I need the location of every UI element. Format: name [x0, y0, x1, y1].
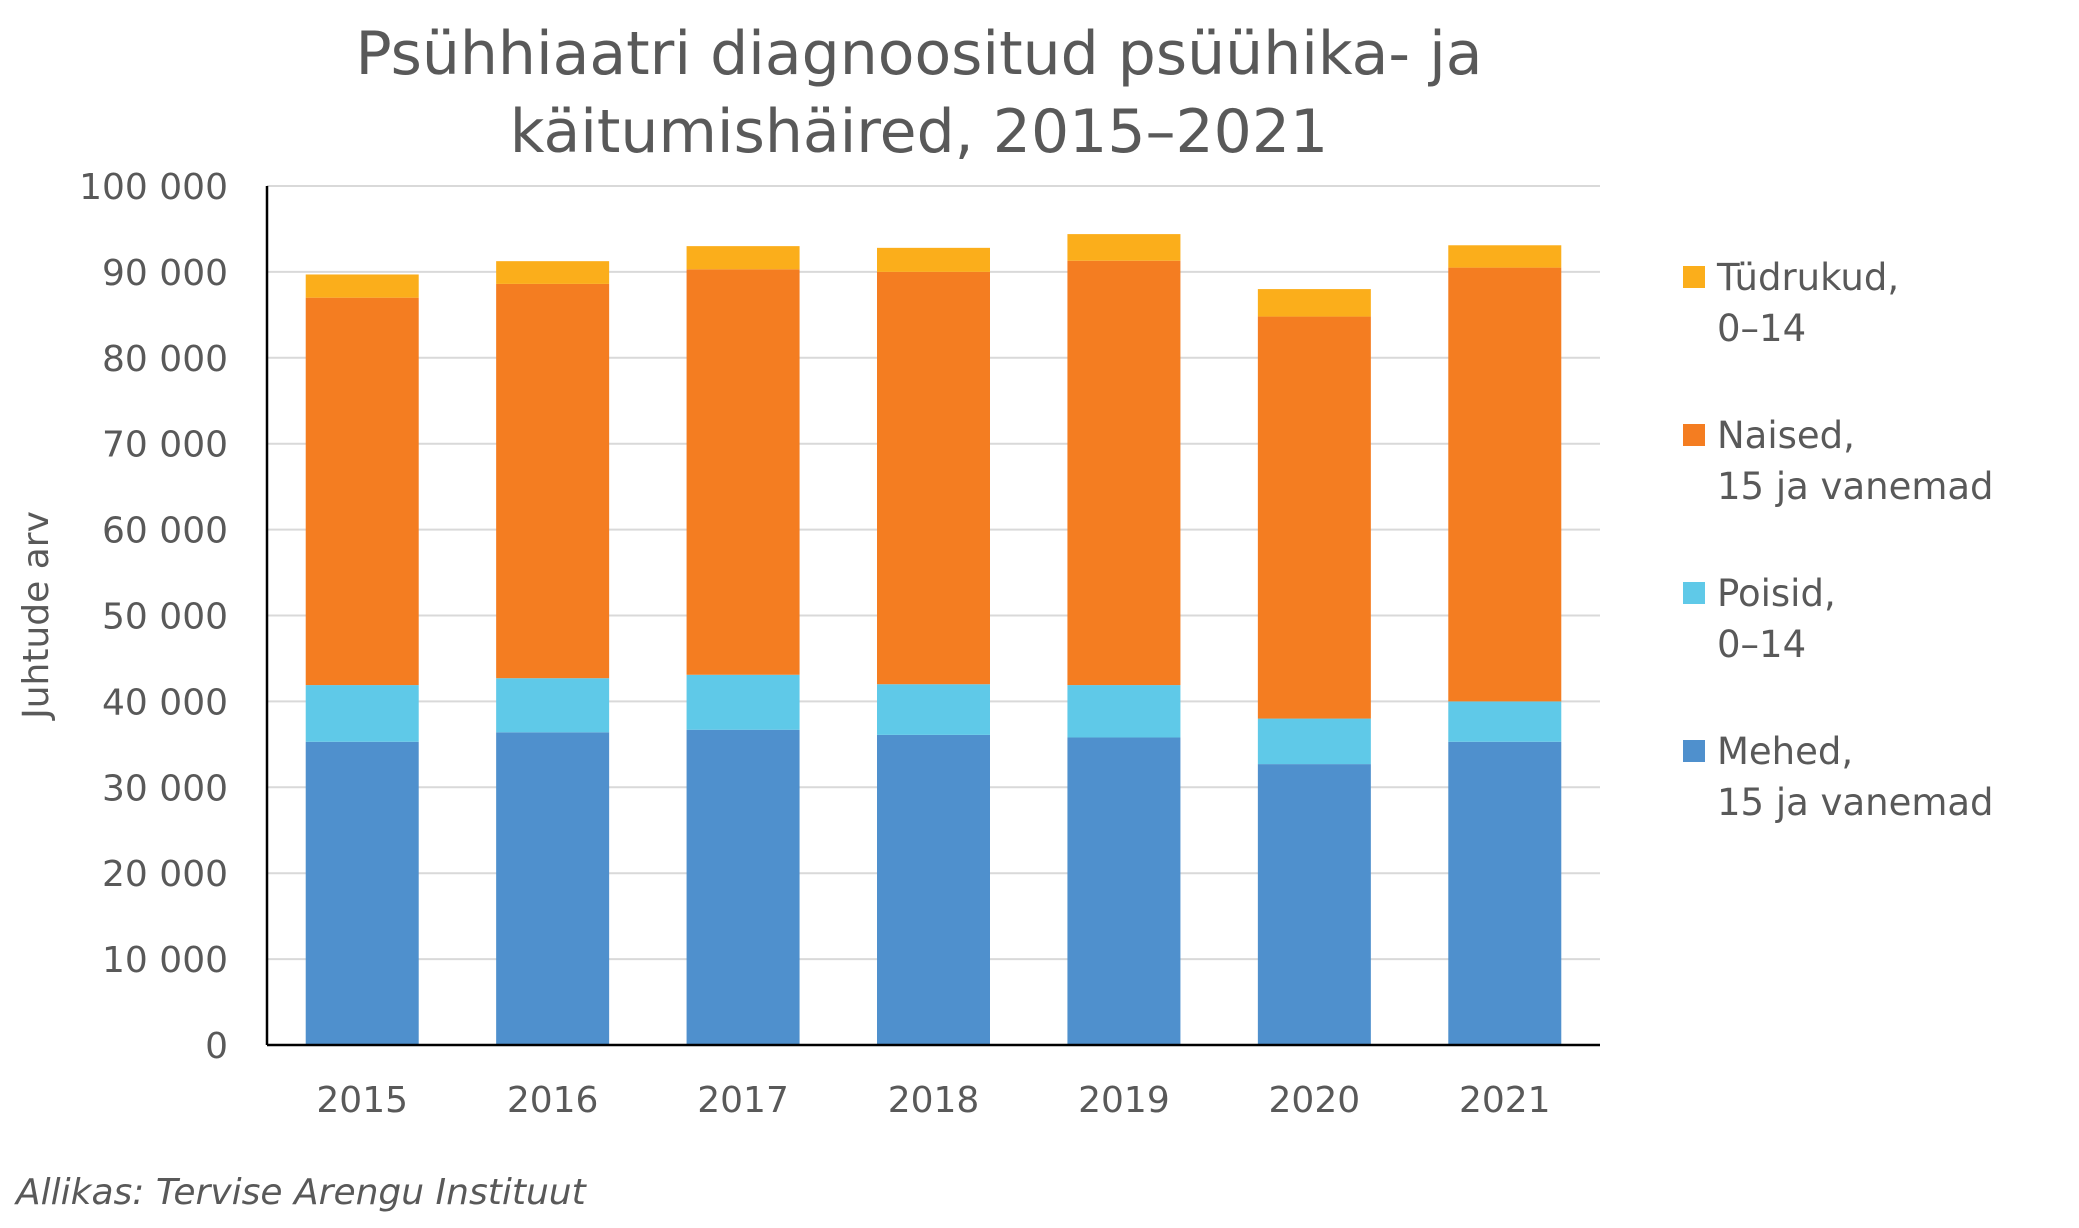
bar-segment-naised-2020	[1257, 316, 1371, 719]
legend-label: 0–14	[1717, 307, 1806, 350]
y-tick-label: 80 000	[102, 339, 228, 380]
x-tick-label: 2016	[507, 1080, 599, 1121]
x-tick-label: 2020	[1269, 1080, 1361, 1121]
legend-swatch	[1683, 266, 1705, 288]
legend-item: Poisid, 0–14	[1683, 572, 1836, 666]
legend-label: 0–14	[1717, 623, 1806, 666]
bar-segment-tüdrukud-2020	[1257, 289, 1371, 317]
legend-swatch	[1683, 424, 1705, 446]
legend-item: Mehed, 15 ja vanemad	[1683, 730, 1994, 824]
y-tick-label: 70 000	[102, 425, 228, 466]
legend-label: Mehed,	[1717, 730, 1853, 773]
y-tick-label: 0	[205, 1026, 228, 1067]
y-tick-label: 10 000	[102, 940, 228, 981]
legend-label: Poisid,	[1717, 572, 1836, 615]
legend-item: Naised, 15 ja vanemad	[1683, 414, 1994, 508]
legend-label: Tüdrukud,	[1716, 256, 1899, 299]
bar-segment-tüdrukud-2017	[686, 246, 800, 270]
bar-segment-poisid-2021	[1448, 701, 1562, 742]
bar-segment-naised-2018	[877, 271, 990, 685]
bar-segment-poisid-2018	[877, 684, 990, 735]
legend-swatch	[1683, 740, 1705, 762]
x-tick-label: 2018	[888, 1080, 980, 1121]
bar-segment-mehed-2018	[877, 734, 990, 1045]
bar-segment-poisid-2016	[496, 678, 610, 733]
legend-label: Naised,	[1717, 414, 1855, 457]
bar-segment-mehed-2015	[305, 741, 419, 1045]
legend-swatch	[1683, 582, 1705, 604]
chart-title-line-2: käitumishäired, 2015–2021	[510, 97, 1328, 167]
source-note: Allikas: Tervise Arengu Instituut	[14, 1172, 588, 1213]
bar-segment-naised-2021	[1448, 267, 1562, 702]
bar-segment-tüdrukud-2019	[1067, 234, 1181, 261]
bar-segment-poisid-2015	[305, 685, 419, 742]
y-tick-label: 20 000	[102, 854, 228, 895]
bar-segment-naised-2017	[686, 269, 800, 675]
x-tick-label: 2019	[1078, 1080, 1170, 1121]
bar-segment-poisid-2019	[1067, 685, 1181, 738]
y-tick-label: 100 000	[79, 167, 228, 208]
y-tick-label: 40 000	[102, 682, 228, 723]
bar-segment-naised-2016	[496, 283, 610, 679]
bar-segment-poisid-2020	[1257, 718, 1371, 765]
legend-label: 15 ja vanemad	[1717, 465, 1994, 508]
bar-segment-naised-2019	[1067, 260, 1181, 686]
bar-segment-tüdrukud-2016	[496, 261, 610, 284]
bar-segment-tüdrukud-2018	[877, 247, 990, 272]
legend-label: 15 ja vanemad	[1717, 781, 1994, 824]
y-tick-label: 90 000	[102, 253, 228, 294]
bar-segment-mehed-2019	[1067, 737, 1181, 1045]
y-tick-label: 30 000	[102, 768, 228, 809]
bar-segment-tüdrukud-2015	[305, 274, 419, 298]
x-tick-label: 2021	[1459, 1080, 1551, 1121]
legend-item: Tüdrukud, 0–14	[1683, 256, 1899, 350]
bar-segment-naised-2015	[305, 297, 419, 686]
bar-segment-mehed-2017	[686, 729, 800, 1045]
bar-segment-mehed-2020	[1257, 764, 1371, 1045]
y-axis-label: Juhtude arv	[16, 511, 57, 721]
bar-segment-mehed-2021	[1448, 741, 1562, 1045]
y-tick-label: 60 000	[102, 511, 228, 552]
bar-segment-poisid-2017	[686, 674, 800, 730]
bar-segment-tüdrukud-2021	[1448, 245, 1562, 268]
x-tick-label: 2015	[316, 1080, 408, 1121]
y-tick-label: 50 000	[102, 597, 228, 638]
chart-title-line-1: Psühhiaatri diagnoositud psüühika- ja	[355, 19, 1482, 89]
bar-segment-mehed-2016	[496, 732, 610, 1045]
x-tick-label: 2017	[697, 1080, 789, 1121]
